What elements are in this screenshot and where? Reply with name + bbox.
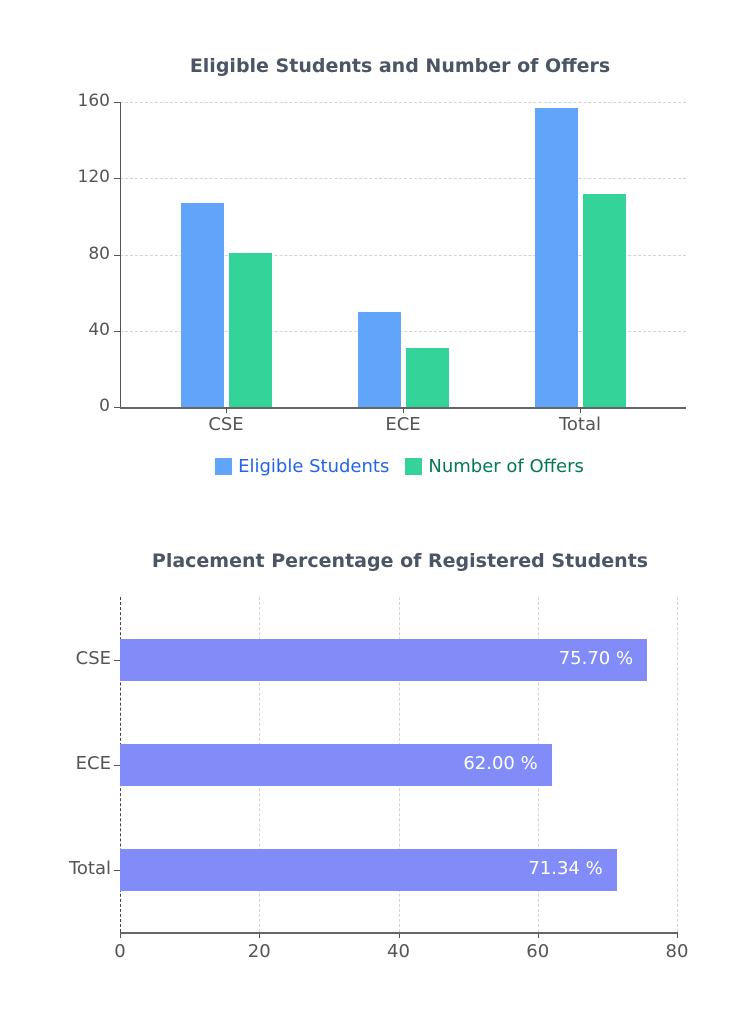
gridline — [120, 254, 686, 256]
legend-item-eligible-students[interactable]: Eligible Students — [215, 456, 389, 477]
bar-value-label: 62.00 % — [463, 753, 538, 774]
bar-number-of-offers-total[interactable] — [582, 193, 626, 407]
chart-title: Placement Percentage of Registered Stude… — [151, 550, 649, 572]
y-tick-mark — [114, 178, 120, 180]
y-tick-mark — [114, 660, 120, 661]
bar-cse[interactable] — [120, 639, 648, 681]
y-tick-label: CSE — [75, 648, 111, 669]
gridline — [120, 330, 686, 332]
legend-swatch — [215, 457, 233, 475]
x-tick-label: CSE — [208, 414, 244, 435]
gridline — [677, 597, 678, 932]
y-tick-label: 120 — [77, 167, 110, 188]
gridline — [120, 178, 686, 180]
bar-ece[interactable] — [120, 744, 552, 786]
legend-item-number-of-offers[interactable]: Number of Offers — [405, 456, 584, 477]
x-tick-mark — [398, 932, 400, 938]
y-tick-mark — [114, 330, 120, 332]
gridline — [120, 102, 686, 103]
y-tick-mark — [114, 102, 120, 103]
bar-total[interactable] — [120, 849, 617, 891]
bar-number-of-offers-ece[interactable] — [405, 347, 449, 407]
bar-value-label: 75.70 % — [558, 648, 634, 669]
y-tick-mark — [114, 254, 120, 256]
x-tick-label: 80 — [665, 941, 689, 962]
x-tick-label: 20 — [247, 941, 271, 962]
x-tick-label: 60 — [526, 941, 550, 962]
bar-value-label: 71.34 % — [528, 858, 603, 879]
y-tick-mark — [114, 407, 120, 408]
x-tick-mark — [120, 932, 121, 938]
y-tick-label: 0 — [99, 396, 110, 416]
legend-swatch — [405, 457, 423, 475]
chart-title: Eligible Students and Number of Offers — [189, 55, 611, 77]
y-tick-label: 160 — [77, 91, 110, 111]
legend-label: Eligible Students — [238, 455, 390, 477]
y-tick-label: 80 — [88, 243, 110, 264]
y-tick-label: Total — [68, 858, 111, 879]
bar-eligible-students-ece[interactable] — [357, 311, 401, 407]
bar-eligible-students-cse[interactable] — [180, 203, 224, 407]
y-tick-mark — [114, 765, 120, 766]
y-tick-mark — [114, 870, 120, 871]
y-tick-label: ECE — [75, 753, 111, 774]
x-tick-mark — [403, 407, 404, 413]
x-tick-mark — [677, 932, 678, 938]
legend: Eligible Students Number of Offers — [28, 453, 743, 479]
x-tick-label: ECE — [385, 414, 421, 435]
bar-number-of-offers-cse[interactable] — [228, 252, 272, 407]
y-axis — [120, 102, 121, 407]
x-tick-label: 40 — [387, 941, 410, 962]
x-tick-label: Total — [558, 414, 602, 435]
x-axis — [120, 932, 677, 934]
x-tick-mark — [226, 407, 227, 413]
x-tick-label: 0 — [114, 941, 126, 962]
x-tick-mark — [537, 932, 539, 938]
y-tick-label: 40 — [88, 319, 110, 340]
legend-label: Number of Offers — [428, 455, 584, 477]
x-tick-mark — [580, 407, 581, 413]
bar-eligible-students-total[interactable] — [534, 107, 578, 407]
x-tick-mark — [259, 932, 261, 938]
